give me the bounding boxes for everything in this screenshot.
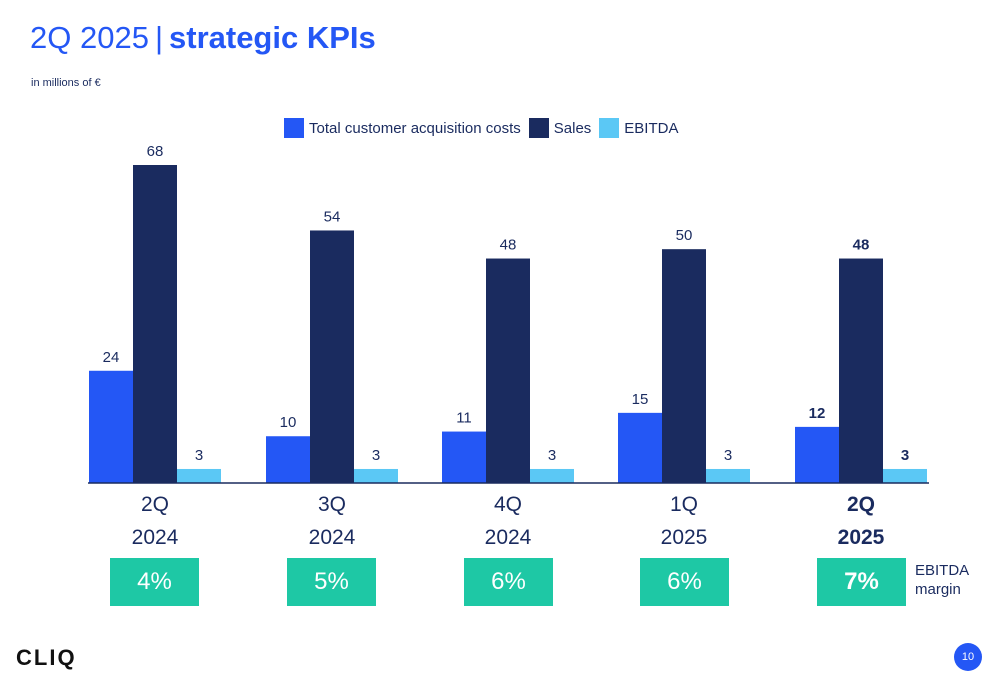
data-label: 48 xyxy=(500,237,517,254)
company-logo: CLIQ xyxy=(16,645,77,670)
bar-ebitda-2 xyxy=(530,468,574,483)
bar-total-customer-acquisition-costs-2 xyxy=(442,431,486,483)
data-label: 24 xyxy=(103,349,120,366)
unit-subtitle: in millions of € xyxy=(31,77,101,89)
legend-item-ebitda: EBITDA xyxy=(599,118,678,138)
x-tick-label: 4Q xyxy=(494,493,522,516)
legend-swatch-ebitda xyxy=(599,118,620,138)
x-tick-label: 2024 xyxy=(485,526,532,549)
legend-item-acquisition: Total customer acquisition costs xyxy=(284,118,521,138)
bar-total-customer-acquisition-costs-3 xyxy=(618,412,662,483)
data-label: 3 xyxy=(724,447,732,464)
data-label: 15 xyxy=(632,391,649,408)
title-topic: strategic KPIs xyxy=(169,20,376,55)
x-tick-label: 2024 xyxy=(132,526,179,549)
x-tick-label: 2Q xyxy=(847,493,875,516)
ebitda-margin-label-line1: EBITDA xyxy=(915,562,970,579)
data-label: 68 xyxy=(147,143,164,160)
x-tick-label: 3Q xyxy=(318,493,346,516)
legend-label-acquisition: Total customer acquisition costs xyxy=(309,119,521,137)
x-tick-label: 2024 xyxy=(309,526,356,549)
data-label: 48 xyxy=(853,237,870,254)
data-label: 54 xyxy=(324,208,341,225)
bar-sales-3 xyxy=(662,249,706,483)
data-label: 11 xyxy=(456,410,472,427)
page-number-badge: 10 xyxy=(954,643,982,671)
data-label: 12 xyxy=(809,405,826,422)
ebitda-margin-label: EBITDA margin xyxy=(915,561,985,599)
bar-ebitda-4 xyxy=(883,468,927,483)
ebitda-margin-box: 5% xyxy=(287,558,376,606)
bar-sales-2 xyxy=(486,258,530,483)
legend-swatch-sales xyxy=(528,118,549,138)
ebitda-margin-box: 7% xyxy=(817,558,906,606)
bar-total-customer-acquisition-costs-4 xyxy=(795,426,839,483)
legend-item-sales: Sales xyxy=(528,118,592,138)
bar-sales-1 xyxy=(310,230,354,483)
data-label: 10 xyxy=(280,414,297,431)
x-tick-label: 2Q xyxy=(141,493,169,516)
page-title: 2Q 2025 | strategic KPIs xyxy=(30,20,376,56)
x-tick-label: 2025 xyxy=(661,526,708,549)
bar-total-customer-acquisition-costs-1 xyxy=(266,436,310,483)
data-label: 3 xyxy=(372,447,380,464)
chart-legend: Total customer acquisition costs Sales E… xyxy=(284,118,686,138)
data-label: 3 xyxy=(195,447,203,464)
x-tick-label: 2025 xyxy=(838,526,885,549)
bar-total-customer-acquisition-costs-0 xyxy=(89,370,133,483)
bar-ebitda-0 xyxy=(177,468,221,483)
title-separator: | xyxy=(154,20,163,55)
bar-sales-0 xyxy=(133,165,177,483)
legend-swatch-acquisition xyxy=(284,118,304,138)
ebitda-margin-box: 6% xyxy=(464,558,553,606)
bar-sales-4 xyxy=(839,258,883,483)
data-label: 50 xyxy=(676,227,693,244)
ebitda-margin-box: 6% xyxy=(640,558,729,606)
data-label: 3 xyxy=(901,447,909,464)
bar-ebitda-3 xyxy=(706,468,750,483)
legend-label-ebitda: EBITDA xyxy=(624,119,679,137)
ebitda-margin-label-line2: margin xyxy=(915,581,961,598)
legend-label-sales: Sales xyxy=(553,119,592,137)
bar-ebitda-1 xyxy=(354,468,398,483)
data-label: 3 xyxy=(548,447,556,464)
title-period: 2Q 2025 xyxy=(30,20,149,55)
ebitda-margin-box: 4% xyxy=(110,558,199,606)
x-tick-label: 1Q xyxy=(670,493,698,516)
